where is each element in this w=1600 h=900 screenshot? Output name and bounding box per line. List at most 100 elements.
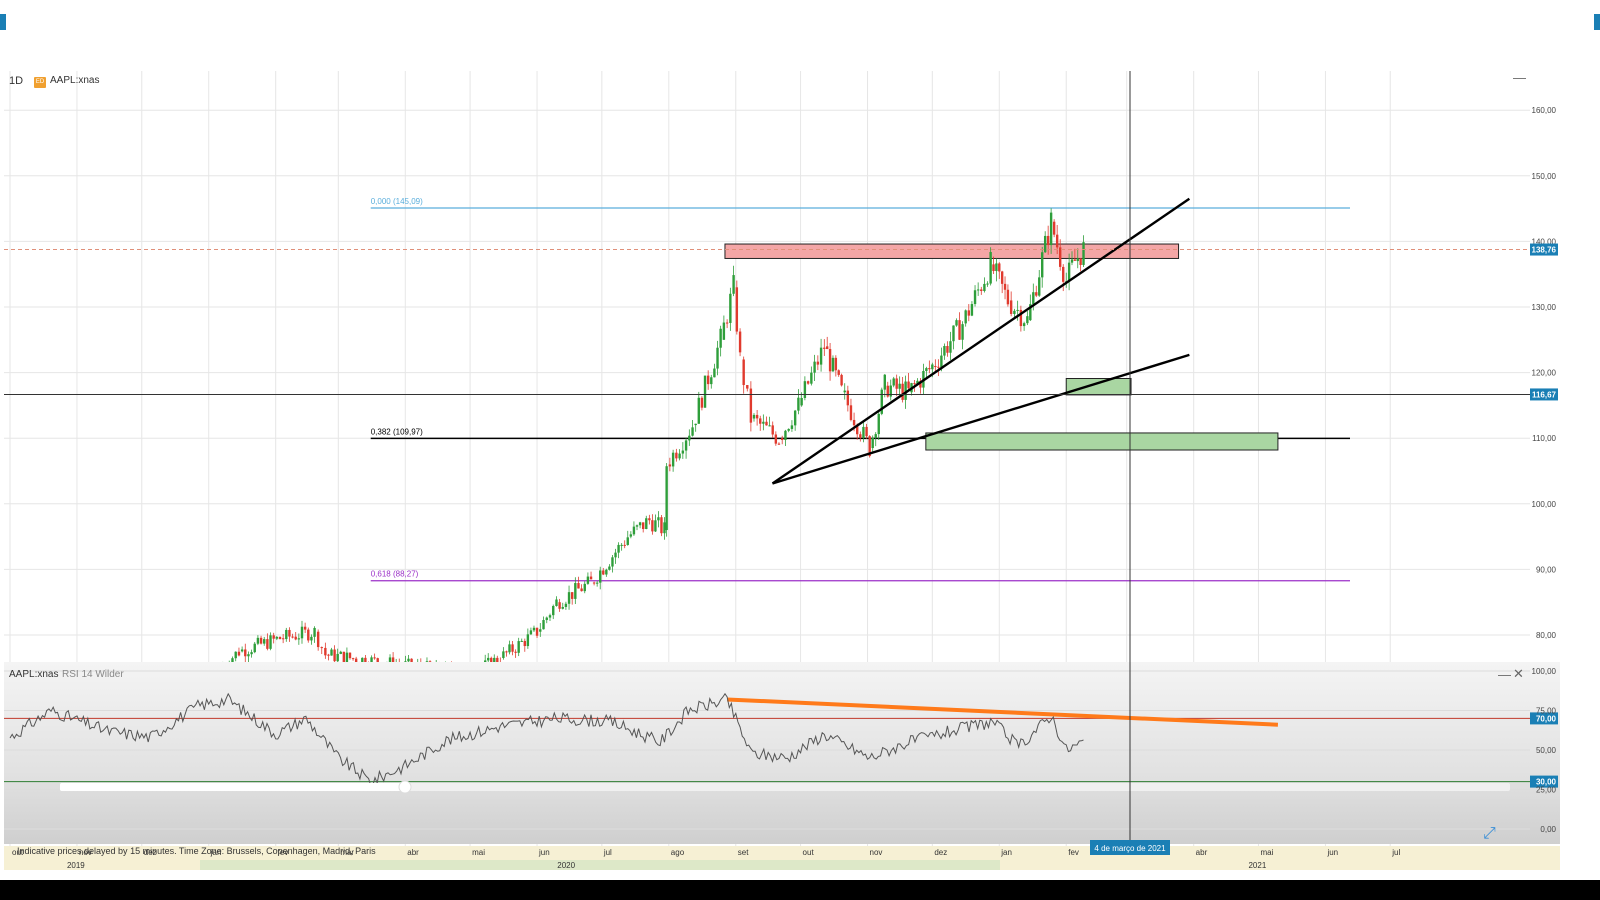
candle-body [641, 522, 645, 530]
candle-body [1058, 247, 1062, 267]
price-tick-label: 80,00 [1536, 631, 1557, 640]
month-label: jan [1000, 848, 1012, 857]
candle-body [973, 290, 977, 305]
price-tick-label: 140,00 [1532, 237, 1557, 246]
candle-body [1082, 242, 1085, 265]
candle-body [514, 651, 517, 653]
scroll-track[interactable] [60, 783, 1510, 791]
candle-body [916, 380, 919, 384]
candle-body [651, 520, 654, 532]
candle-body [1035, 292, 1038, 296]
candle-body [943, 346, 946, 356]
rsi-indicator-label[interactable]: RSI 14 Wilder [62, 669, 124, 680]
candle-body [837, 370, 840, 375]
month-label: dez [144, 848, 157, 857]
candle-body [675, 452, 678, 459]
month-label: set [738, 848, 749, 857]
time-axis: out nov dez jan fev mar abr mai jun jul ago set out n… [12, 848, 1400, 870]
rsi-tick-label: 25,00 [1536, 786, 1557, 795]
price-badge-label: 138,76 [1532, 246, 1557, 255]
candle-body [307, 629, 310, 641]
candle-body [552, 605, 555, 616]
candle-body [706, 375, 710, 385]
candle-body [654, 520, 657, 532]
month-label: jul [603, 848, 612, 857]
candle-body [913, 383, 916, 385]
candle-body [564, 603, 568, 607]
candle-body [803, 381, 807, 398]
month-label: abr [407, 848, 419, 857]
candle-body [263, 639, 266, 644]
candle-body [846, 390, 850, 406]
price-zones [724, 243, 1279, 451]
candle-body [746, 385, 749, 389]
candle-body [784, 430, 787, 440]
candle-body [526, 634, 530, 647]
rsi-close-icon[interactable]: ✕ [1513, 666, 1524, 681]
candle-body [288, 629, 291, 637]
candle-body [520, 640, 523, 642]
candle-body [586, 576, 590, 584]
candle-body [1038, 277, 1041, 296]
candle-body [595, 582, 599, 584]
rsi-ticker-label[interactable]: AAPL:xnas [9, 669, 59, 680]
candle-body [407, 658, 410, 662]
candle-body [964, 310, 967, 324]
candle-body [629, 534, 633, 537]
candle-body [777, 443, 781, 445]
ticker-label[interactable]: AAPL:xnas [50, 75, 100, 86]
candle-body [354, 658, 358, 663]
candle-body [934, 366, 937, 368]
candle-body [862, 426, 865, 438]
candle-body [234, 651, 237, 659]
scroll-handle[interactable] [398, 780, 412, 794]
price-chart[interactable]: 0,000 (145,09) 0,382 (109,97) 0,618 (88,27… [0, 0, 1600, 880]
candle-body [834, 357, 838, 371]
month-label: fev [1068, 848, 1079, 857]
candle-body [1013, 310, 1016, 314]
candle-body [1076, 258, 1079, 262]
candle-body [793, 410, 797, 426]
candle-body [1062, 266, 1065, 282]
resistance-zone [724, 243, 1180, 259]
candle-body [716, 347, 719, 369]
month-label: ago [671, 848, 685, 857]
candle-body [946, 346, 949, 353]
candle-body [1055, 234, 1059, 248]
rsi-minimize-icon[interactable]: — [1498, 667, 1511, 682]
candle-body [244, 649, 247, 657]
expand-icon[interactable]: ⤢ [1483, 825, 1496, 842]
interval-label[interactable]: 1D [9, 75, 24, 87]
candle-body [871, 437, 874, 449]
candle-body [895, 378, 898, 389]
candle-body [256, 637, 260, 644]
candle-body [877, 413, 880, 435]
candle-body [684, 440, 688, 451]
candle-body [958, 320, 961, 340]
candle-body [904, 381, 907, 400]
candle-body [765, 421, 768, 426]
rsi-tick-label: 50,00 [1536, 746, 1557, 755]
candle-body [831, 357, 835, 372]
price-pane-minimize-icon[interactable]: — [1513, 70, 1526, 85]
candle-body [1016, 309, 1019, 311]
candle-body [697, 397, 700, 424]
candle-body [790, 425, 794, 429]
candle-body [668, 464, 672, 467]
candle-body [583, 583, 586, 592]
bottom-bar [0, 880, 1600, 900]
candle-body [320, 647, 323, 649]
candle-body [986, 283, 989, 285]
candle-body [952, 325, 955, 342]
candle-body [291, 636, 294, 638]
candle-body [752, 414, 756, 419]
candle-body [345, 652, 349, 664]
candle-body [348, 652, 352, 659]
candle-body [992, 264, 995, 272]
candle-body [542, 620, 545, 630]
candle-body [749, 388, 753, 423]
candle-body [880, 389, 883, 414]
candle-body [496, 657, 499, 663]
scroll-range[interactable] [60, 783, 405, 791]
candle-body [285, 629, 288, 640]
